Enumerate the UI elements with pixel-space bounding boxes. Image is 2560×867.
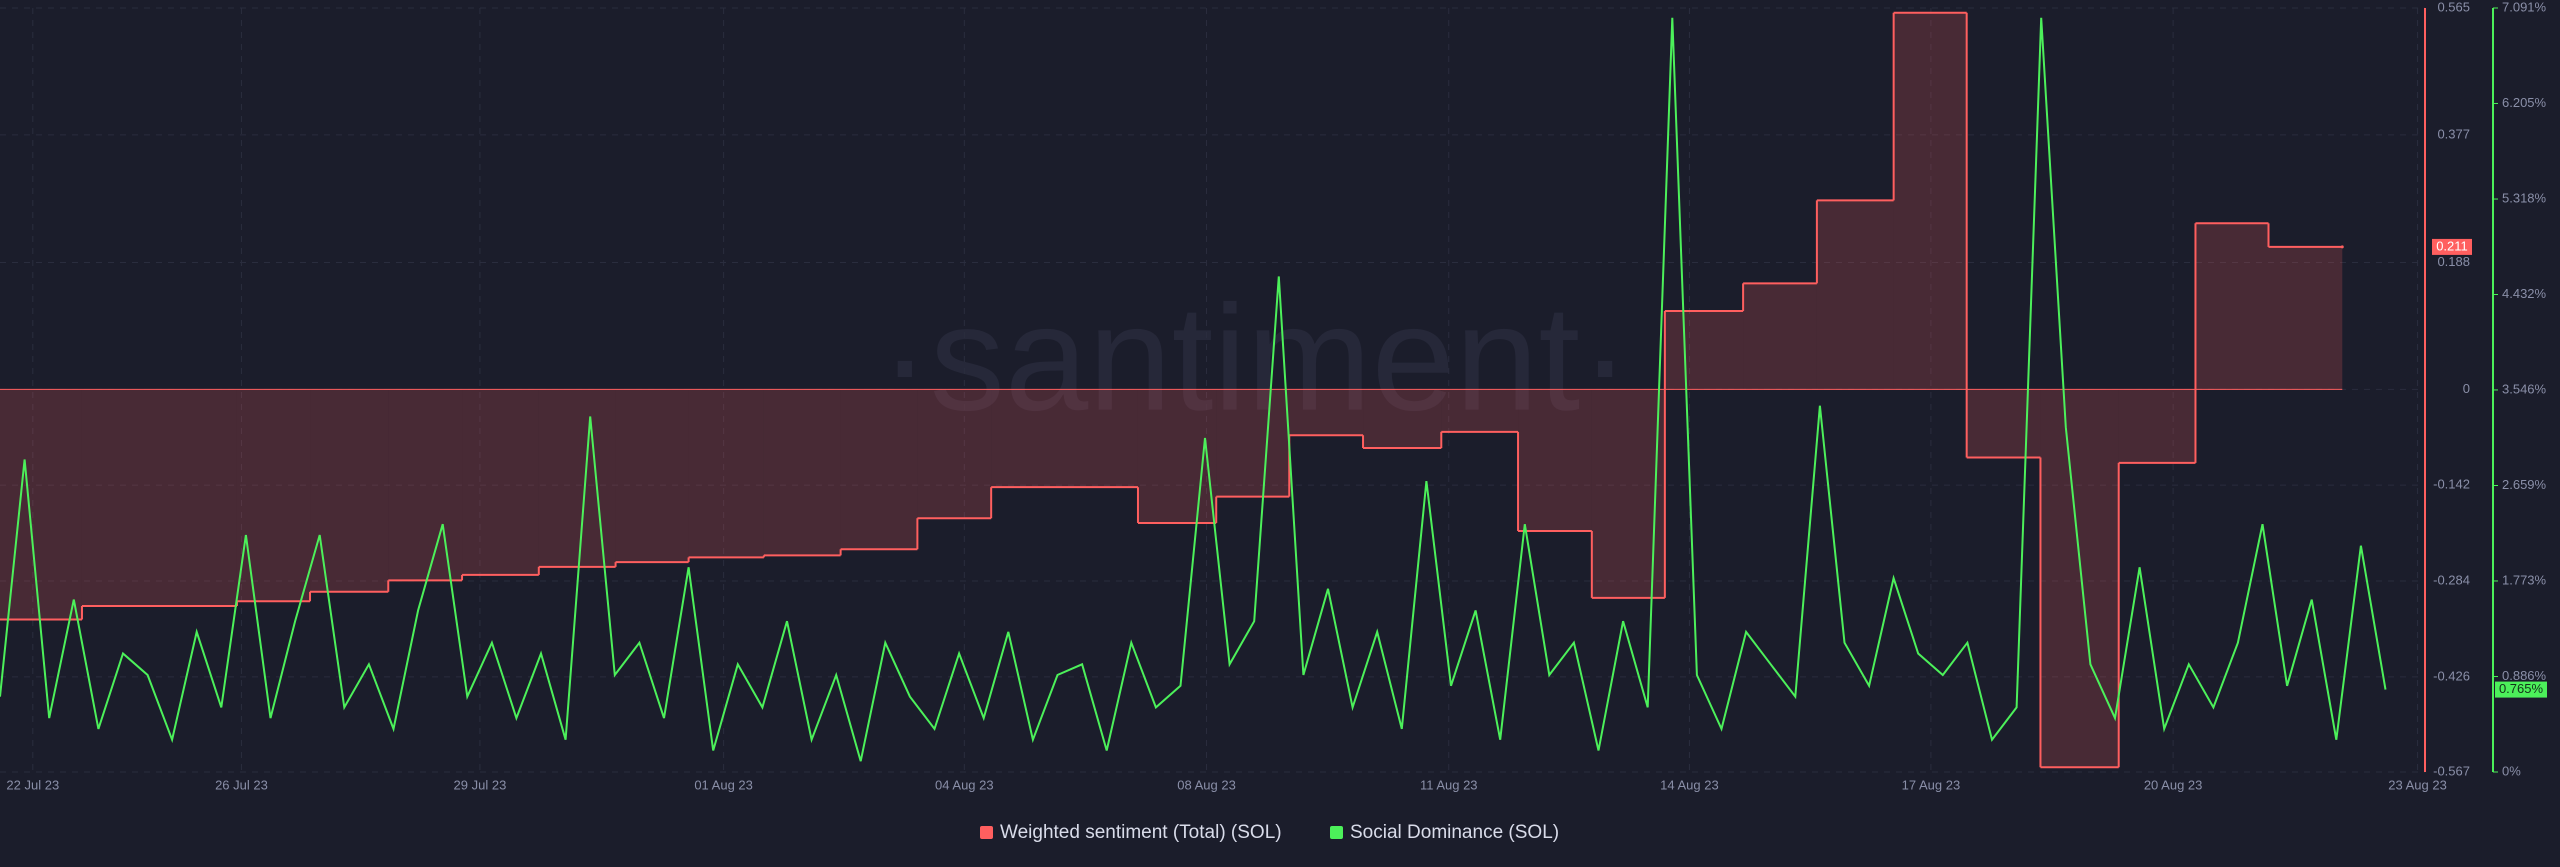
area-segment	[0, 389, 82, 620]
x-tick-label: 22 Jul 23	[6, 777, 59, 792]
x-tick-label: 11 Aug 23	[1420, 777, 1478, 792]
y-tick-label: -0.284	[2433, 572, 2470, 587]
area-segment	[1137, 389, 1217, 523]
area-segment	[991, 389, 1138, 488]
x-tick-label: 08 Aug 23	[1177, 777, 1236, 792]
area-segment	[388, 389, 463, 581]
y2-tick-label: 5.318%	[2502, 190, 2547, 205]
area-segment	[1591, 389, 1665, 598]
y-tick-label: 0	[2463, 381, 2470, 396]
area-segment	[917, 389, 992, 519]
y2-tick-label: 0.886%	[2502, 668, 2547, 683]
value-badge-label: 0.211	[2436, 238, 2468, 253]
value-badge-label: 0.765%	[2499, 681, 2544, 696]
area-segment	[1893, 12, 1967, 390]
area-segment	[1966, 389, 2041, 458]
area-segment	[615, 389, 689, 563]
y-tick-label: -0.142	[2433, 477, 2470, 492]
area-segment	[1743, 283, 1817, 390]
area-segment	[688, 389, 764, 558]
area-segment	[1816, 200, 1894, 390]
area-segment	[462, 389, 539, 575]
watermark: ·santiment·	[880, 274, 1630, 442]
legend-text: Weighted sentiment (Total) (SOL)	[1000, 822, 1282, 843]
area-segment	[2195, 223, 2269, 390]
value-badge	[2432, 238, 2472, 255]
end-point	[2340, 245, 2344, 249]
y2-tick-label: 4.432%	[2502, 286, 2547, 301]
y-tick-label: 0.377	[2437, 126, 2470, 141]
y-tick-label: 0.188	[2437, 254, 2470, 269]
area-segment	[840, 389, 918, 550]
area-segment	[1363, 389, 1442, 449]
x-tick-label: 20 Aug 23	[2144, 777, 2203, 792]
y2-tick-label: 6.205%	[2502, 95, 2547, 110]
area-segment	[81, 389, 237, 606]
x-tick-label: 26 Jul 23	[215, 777, 268, 792]
y2-tick-label: 2.659%	[2502, 477, 2547, 492]
legend-swatch	[980, 826, 993, 839]
x-tick-label: 04 Aug 23	[935, 777, 994, 792]
y-tick-label: -0.426	[2433, 668, 2470, 683]
area-segment	[1441, 389, 1519, 432]
area-segment	[538, 389, 616, 567]
x-tick-label: 01 Aug 23	[694, 777, 753, 792]
y2-tick-label: 7.091%	[2502, 0, 2547, 14]
x-tick-label: 29 Jul 23	[454, 777, 507, 792]
y-tick-label: 0.565	[2437, 0, 2470, 14]
area-segment	[1518, 389, 1592, 532]
area-segment	[1664, 311, 1744, 390]
value-badge	[2495, 681, 2547, 698]
x-tick-label: 17 Aug 23	[1902, 777, 1961, 792]
y2-tick-label: 1.773%	[2502, 572, 2547, 587]
x-tick-label: 23 Aug 23	[2388, 777, 2447, 792]
y-tick-label: -0.567	[2433, 763, 2470, 778]
area-segment	[2118, 389, 2196, 463]
legend-swatch	[1330, 826, 1343, 839]
y2-tick-label: 0%	[2502, 763, 2521, 778]
area-segment	[2040, 389, 2119, 768]
area-segment	[1216, 389, 1290, 497]
area-segment	[236, 389, 311, 602]
area-segment	[763, 389, 841, 556]
area-segment	[2268, 246, 2343, 390]
area-segment	[310, 389, 389, 592]
legend-text: Social Dominance (SOL)	[1350, 822, 1559, 843]
area-segment	[1289, 389, 1364, 436]
x-tick-label: 14 Aug 23	[1660, 777, 1719, 792]
line	[0, 17, 2387, 762]
y2-tick-label: 3.546%	[2502, 381, 2547, 396]
